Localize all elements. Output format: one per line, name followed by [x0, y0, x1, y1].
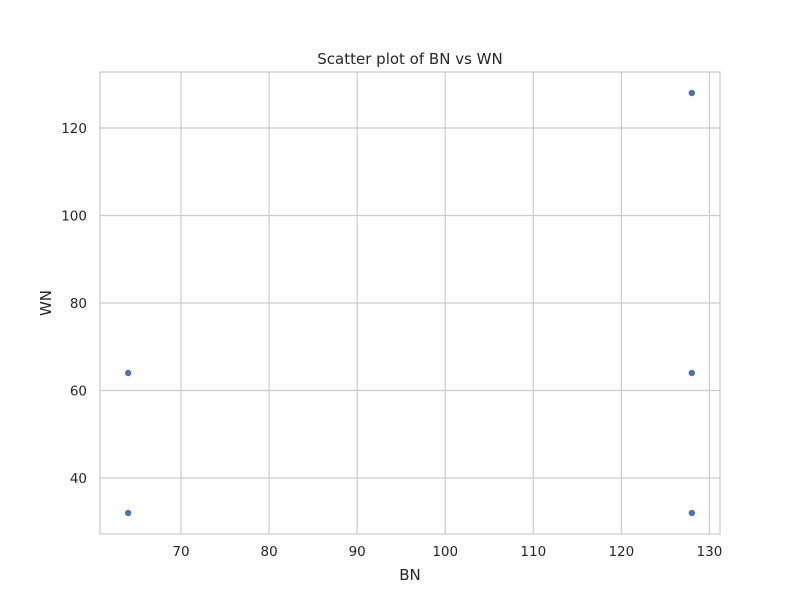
scatter-point [687, 368, 696, 377]
scatter-point [687, 508, 696, 517]
y-tick-label: 80 [70, 296, 87, 312]
x-tick-label: 90 [349, 544, 366, 560]
x-tick-label: 120 [608, 544, 634, 560]
y-tick-label: 60 [70, 384, 87, 400]
y-tick-label: 40 [70, 471, 87, 487]
y-tick-label: 100 [61, 209, 87, 225]
y-axis-label: WN [37, 290, 55, 316]
scatter-point [124, 508, 133, 517]
x-tick-labels: 70 80 90 100 110 120 130 [172, 544, 722, 560]
chart-title: Scatter plot of BN vs WN [317, 50, 502, 68]
grid-lines [100, 72, 720, 534]
plot-area-frame [99, 71, 721, 535]
x-tick-label: 100 [432, 544, 458, 560]
x-tick-label: 80 [260, 544, 277, 560]
scatter-point [124, 368, 133, 377]
x-tick-label: 130 [697, 544, 723, 560]
y-tick-labels: 40 60 80 100 120 [61, 121, 87, 487]
y-tick-label: 120 [61, 121, 87, 137]
x-tick-label: 110 [520, 544, 546, 560]
data-points [124, 89, 696, 517]
scatter-point [687, 89, 696, 98]
x-tick-label: 70 [172, 544, 189, 560]
x-axis-label: BN [399, 566, 421, 584]
